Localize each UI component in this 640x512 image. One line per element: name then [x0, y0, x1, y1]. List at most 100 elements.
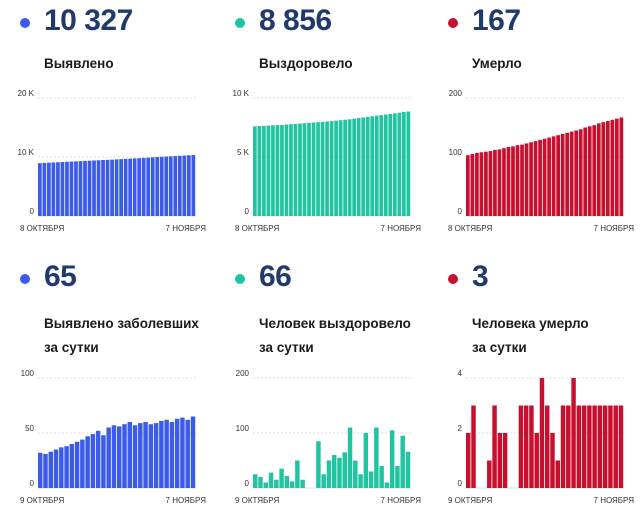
y-tick-label: 0	[245, 207, 250, 216]
bar	[356, 118, 361, 216]
bar	[69, 444, 75, 488]
bar	[47, 162, 51, 216]
bar	[395, 466, 400, 488]
bar	[555, 460, 560, 488]
bar	[475, 152, 479, 216]
bar	[59, 447, 64, 488]
bar	[137, 158, 142, 216]
bar	[539, 378, 545, 488]
x-end-label: 7 НОЯБРЯ	[166, 496, 207, 505]
detected-daily-label: Выявлено заболевших за сутки	[44, 316, 199, 355]
bar	[347, 119, 352, 216]
bar	[488, 151, 493, 216]
bar	[569, 131, 574, 216]
bar	[502, 148, 506, 216]
bar	[520, 144, 524, 216]
bar	[185, 419, 190, 488]
detected-daily-chart: 0 50 100 9 ОКТЯБРЯ 7 НОЯБРЯ	[20, 369, 207, 505]
bar	[406, 111, 411, 216]
bar	[56, 162, 60, 216]
bar	[122, 424, 127, 488]
panel-detected: 10 327 Выявлено 0 10 K 20 K 8 ОКТЯБРЯ 7 НОЯБ…	[0, 0, 210, 256]
bar	[190, 416, 196, 488]
y-tick-label: 0	[30, 207, 35, 216]
x-end-label: 7 НОЯБРЯ	[381, 224, 422, 233]
bar	[358, 474, 363, 488]
bar	[566, 405, 571, 488]
x-end-label: 7 НОЯБРЯ	[594, 496, 635, 505]
bar	[132, 158, 137, 216]
died-total: 167	[472, 4, 521, 37]
recovered-daily-label: Человек выздоровело за сутки	[259, 316, 411, 355]
bar	[560, 133, 565, 216]
bar	[289, 124, 293, 216]
bar	[284, 475, 290, 488]
bar	[529, 142, 533, 216]
bar	[132, 425, 138, 488]
y-tick-label: 20 K	[18, 89, 35, 98]
panel-recovered: 8 856 Выздоровело 0 5 K 10 K 8 ОКТЯБРЯ 7 НОЯ…	[215, 0, 425, 256]
bar	[542, 138, 547, 216]
bar	[186, 155, 191, 216]
y-tick-label: 200	[236, 369, 250, 378]
bar	[275, 125, 280, 216]
panel-died-daily: 3 Человека умерло за сутки 0 2 4 9 ОКТЯБРЯ 7 …	[428, 256, 638, 512]
bar	[153, 423, 159, 488]
bar	[148, 424, 154, 488]
bar	[295, 460, 300, 488]
bar	[253, 126, 257, 216]
bar	[578, 129, 583, 216]
x-start-label: 8 ОКТЯБРЯ	[235, 224, 279, 233]
bar	[374, 427, 379, 488]
bar	[368, 471, 374, 488]
bar	[550, 433, 555, 488]
bar	[105, 159, 110, 216]
bar	[51, 162, 56, 216]
bar	[506, 146, 511, 216]
bar	[618, 405, 624, 488]
bar	[53, 449, 59, 488]
bar	[529, 405, 534, 488]
x-start-label: 8 ОКТЯБРЯ	[20, 224, 64, 233]
bar	[332, 455, 337, 488]
bar	[515, 145, 520, 216]
bar	[42, 162, 47, 216]
bar	[560, 405, 566, 488]
bar	[379, 466, 384, 488]
bar	[384, 482, 390, 488]
bar	[127, 422, 132, 488]
bar	[258, 477, 263, 488]
red-dot-icon	[448, 18, 458, 28]
bar	[38, 163, 42, 216]
bar	[117, 426, 122, 488]
bar	[65, 161, 69, 216]
recovered-label: Выздоровело	[259, 56, 353, 71]
bar	[95, 430, 101, 488]
bar	[174, 418, 180, 488]
blue-dot-icon	[20, 18, 30, 28]
bar	[38, 452, 43, 488]
bar	[325, 121, 329, 216]
bar	[383, 114, 388, 216]
died-daily-chart: 0 2 4 9 ОКТЯБРЯ 7 НОЯБРЯ	[448, 369, 635, 505]
recovered-daily-chart: 0 100 200 9 ОКТЯБРЯ 7 НОЯБРЯ	[235, 369, 421, 505]
bar	[329, 121, 334, 216]
bar	[511, 146, 515, 216]
bar	[143, 422, 148, 488]
bar	[74, 441, 80, 488]
panel-recovered-daily: 66 Человек выздоровело за сутки 0 100 200 9 …	[215, 256, 425, 512]
bar	[581, 405, 587, 488]
bar	[538, 139, 542, 216]
bar	[87, 160, 92, 216]
bar	[583, 127, 588, 216]
bar	[547, 137, 551, 216]
bar	[271, 125, 275, 216]
bar	[470, 154, 475, 216]
bar	[316, 122, 320, 216]
bar	[602, 405, 608, 488]
bar	[334, 120, 338, 216]
bar	[159, 420, 164, 488]
bar	[253, 474, 258, 488]
bar	[150, 157, 155, 216]
red-dot-icon	[448, 274, 458, 284]
